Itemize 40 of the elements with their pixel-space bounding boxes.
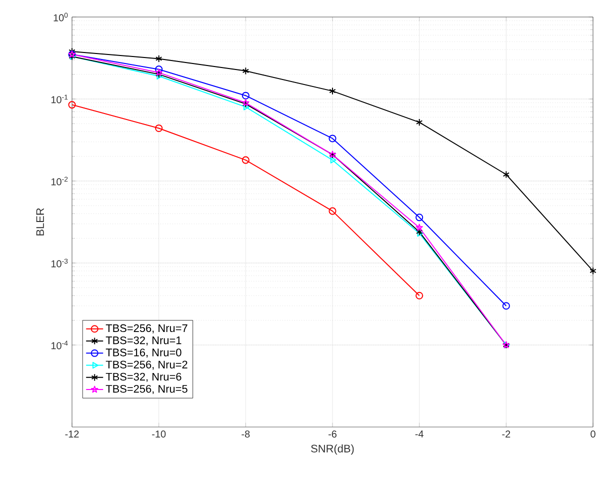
legend-label: TBS=16, Nru=0	[106, 348, 182, 358]
point	[502, 170, 510, 178]
x-tick-label: -10	[152, 430, 166, 438]
point	[155, 68, 162, 76]
x-tick-label: -8	[242, 430, 250, 438]
point	[242, 92, 250, 100]
point	[155, 54, 162, 62]
point	[328, 207, 336, 215]
x-tick-label: -12	[65, 430, 79, 438]
y-axis-title: BLER	[36, 208, 44, 236]
point	[242, 156, 250, 164]
legend-label: TBS=256, Nru=5	[106, 384, 188, 394]
point	[590, 267, 596, 275]
y-tick-label: 10$^{0}$	[54, 12, 68, 22]
point	[502, 302, 510, 310]
x-axis-title: SNR(dB)	[311, 444, 354, 455]
point	[416, 224, 423, 231]
point	[330, 156, 336, 164]
y-tick-label: 10$^{-3}$	[51, 258, 68, 268]
x-tick-label: -6	[328, 430, 336, 438]
point	[155, 66, 163, 74]
point	[416, 214, 424, 222]
legend-label: TBS=256, Nru=7	[106, 324, 188, 334]
x-tick-label: 0	[590, 430, 596, 438]
x-tick-label: -2	[502, 430, 510, 438]
point	[244, 104, 250, 110]
y-tick-label: 10$^{-2}$	[51, 176, 68, 186]
point	[329, 87, 336, 95]
point	[242, 67, 250, 75]
y-tick-label: 10$^{-4}$	[51, 340, 68, 350]
point	[416, 118, 423, 126]
point	[416, 292, 424, 300]
y-tick-label: 10$^{-1}$	[51, 94, 68, 104]
legend-label: TBS=32, Nru=1	[106, 336, 182, 346]
point	[328, 134, 336, 142]
x-tick-label: -4	[415, 430, 424, 438]
point	[155, 124, 163, 132]
legend-label: TBS=32, Nru=6	[106, 372, 182, 382]
point	[68, 101, 76, 109]
legend-label: TBS=256, Nru=2	[106, 360, 188, 370]
